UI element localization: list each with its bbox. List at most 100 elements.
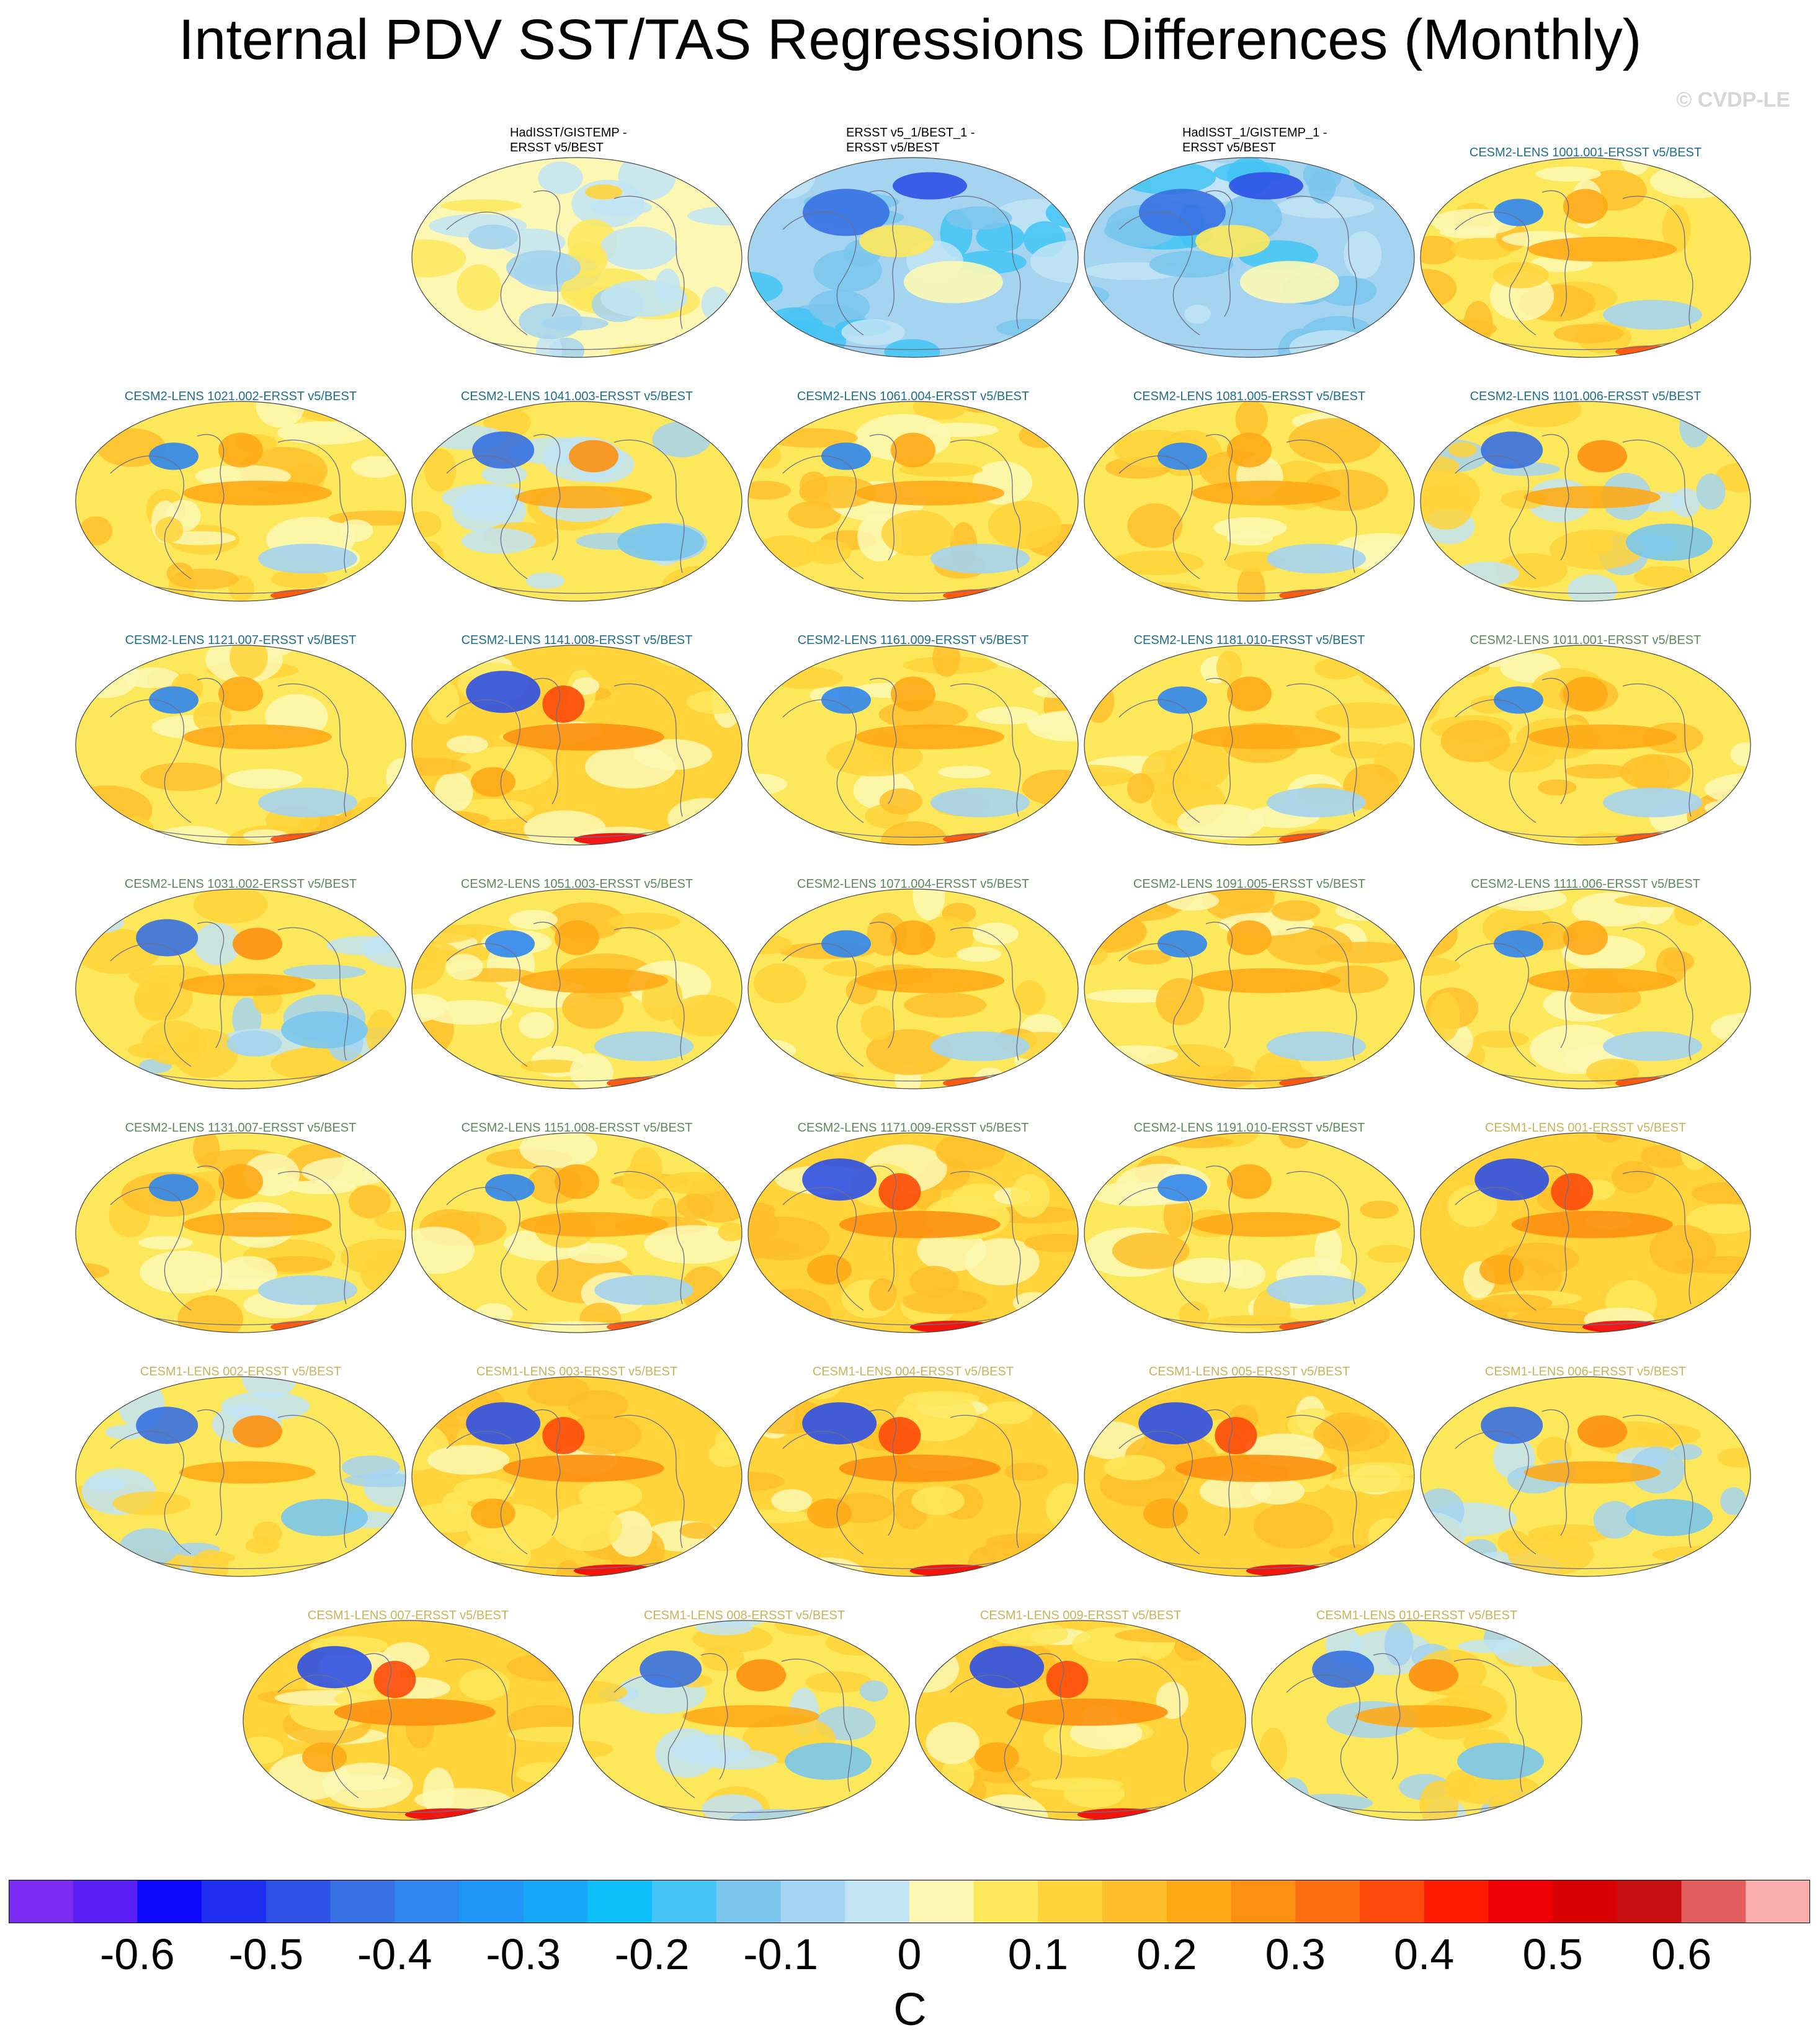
panel-label: CESM2-LENS 1121.007-ERSST v5/BEST <box>73 633 408 648</box>
map-image <box>411 401 743 602</box>
panel-label-line: CESM2-LENS 1011.001-ERSST v5/BEST <box>1470 633 1702 647</box>
colorbar-swatch <box>1038 1880 1103 1923</box>
map-image <box>75 1376 406 1577</box>
colorbar-tick-label: 0 <box>897 1930 922 1978</box>
colorbar-swatch <box>202 1880 267 1923</box>
panel-label: CESM2-LENS 1101.006-ERSST v5/BEST <box>1418 389 1753 404</box>
colorbar-swatch <box>1617 1880 1682 1923</box>
colorbar-swatch <box>1553 1880 1618 1923</box>
colorbar-swatch <box>1424 1880 1489 1923</box>
panel-label-line: ERSST v5_1/BEST_1 - <box>846 126 975 140</box>
panel-label-line: CESM2-LENS 1181.010-ERSST v5/BEST <box>1133 633 1365 647</box>
panel-label-line: CESM2-LENS 1101.006-ERSST v5/BEST <box>1470 390 1702 403</box>
map-image <box>1420 157 1751 358</box>
map-panel: CESM2-LENS 1081.005-ERSST v5/BEST <box>1082 369 1417 611</box>
map-image <box>75 888 406 1089</box>
panel-label: CESM2-LENS 1081.005-ERSST v5/BEST <box>1082 389 1417 404</box>
panel-label-line: CESM1-LENS 009-ERSST v5/BEST <box>979 1609 1182 1622</box>
map-image <box>75 1132 406 1333</box>
colorbar-tick-label: -0.3 <box>486 1930 561 1978</box>
panel-label: CESM1-LENS 007-ERSST v5/BEST <box>241 1608 576 1623</box>
map-image <box>1420 1132 1751 1333</box>
panel-label-line: CESM2-LENS 1021.002-ERSST v5/BEST <box>124 390 357 403</box>
panel-label: CESM2-LENS 1141.008-ERSST v5/BEST <box>409 633 744 648</box>
panel-label-line: CESM2-LENS 1171.009-ERSST v5/BEST <box>797 1121 1029 1135</box>
panel-label-line: CESM2-LENS 1061.004-ERSST v5/BEST <box>796 390 1030 403</box>
colorbar-swatch <box>1231 1880 1296 1923</box>
map-panel: CESM2-LENS 1111.006-ERSST v5/BEST <box>1418 857 1753 1099</box>
map-panel: CESM1-LENS 003-ERSST v5/BEST <box>409 1344 744 1586</box>
map-image <box>1084 1132 1415 1333</box>
watermark: © CVDP-LE <box>1676 88 1790 112</box>
map-image <box>411 888 743 1089</box>
panel-label: CESM2-LENS 1031.002-ERSST v5/BEST <box>73 877 408 892</box>
panel-label: CESM2-LENS 1181.010-ERSST v5/BEST <box>1082 633 1417 648</box>
panel-label: CESM2-LENS 1111.006-ERSST v5/BEST <box>1418 877 1753 892</box>
panel-label-line: CESM2-LENS 1151.008-ERSST v5/BEST <box>461 1121 693 1135</box>
colorbar-swatch <box>265 1880 331 1923</box>
map-panel: CESM2-LENS 1191.010-ERSST v5/BEST <box>1082 1101 1417 1343</box>
map-image <box>1420 401 1751 602</box>
panel-label-line: CESM1-LENS 005-ERSST v5/BEST <box>1148 1365 1350 1379</box>
panel-label-line: ERSST v5/BEST <box>846 141 940 154</box>
panel-label-line: CESM2-LENS 1081.005-ERSST v5/BEST <box>1133 390 1366 403</box>
panel-label-line: HadISST_1/GISTEMP_1 - <box>1182 126 1327 140</box>
panel-label: CESM2-LENS 1011.001-ERSST v5/BEST <box>1418 633 1753 648</box>
panel-label: CESM1-LENS 005-ERSST v5/BEST <box>1082 1364 1417 1379</box>
colorbar-swatch <box>1360 1880 1425 1923</box>
map-image <box>747 1376 1079 1577</box>
map-image <box>1251 1620 1582 1821</box>
panel-label: HadISST/GISTEMP - ERSST v5/BEST <box>510 125 708 155</box>
panel-label: CESM1-LENS 001-ERSST v5/BEST <box>1418 1120 1753 1135</box>
panel-label-line: CESM1-LENS 003-ERSST v5/BEST <box>476 1365 678 1379</box>
panel-label-line: CESM2-LENS 1121.007-ERSST v5/BEST <box>125 633 357 647</box>
colorbar-tick-label: -0.4 <box>357 1930 432 1978</box>
panel-label-line: CESM1-LENS 004-ERSST v5/BEST <box>812 1365 1014 1379</box>
panel-label-line: CESM1-LENS 001-ERSST v5/BEST <box>1484 1121 1687 1135</box>
map-image <box>915 1620 1246 1821</box>
panel-label: CESM1-LENS 004-ERSST v5/BEST <box>746 1364 1081 1379</box>
map-image <box>747 888 1079 1089</box>
panel-label-line: CESM2-LENS 1131.007-ERSST v5/BEST <box>125 1121 357 1135</box>
map-panel: ERSST v5_1/BEST_1 - ERSST v5/BEST <box>746 125 1081 367</box>
figure-title: Internal PDV SST/TAS Regressions Differe… <box>178 8 1642 71</box>
map-image <box>747 157 1079 358</box>
colorbar-tick-label: -0.2 <box>614 1930 690 1978</box>
map-panel: HadISST_1/GISTEMP_1 - ERSST v5/BEST <box>1082 125 1417 367</box>
map-panel: CESM2-LENS 1011.001-ERSST v5/BEST <box>1418 613 1753 855</box>
panel-label-line: CESM2-LENS 1001.001-ERSST v5/BEST <box>1469 146 1702 159</box>
colorbar-swatch <box>523 1880 589 1923</box>
map-image <box>243 1620 574 1821</box>
colorbar-tick-label: 0.6 <box>1651 1930 1712 1978</box>
panel-label: CESM2-LENS 1171.009-ERSST v5/BEST <box>746 1120 1081 1135</box>
panel-label-line: CESM1-LENS 008-ERSST v5/BEST <box>643 1609 845 1622</box>
map-panel: CESM1-LENS 007-ERSST v5/BEST <box>241 1588 576 1830</box>
map-panel: CESM1-LENS 004-ERSST v5/BEST <box>746 1344 1081 1586</box>
colorbar-tick-label: -0.5 <box>228 1930 304 1978</box>
panel-label: CESM1-LENS 008-ERSST v5/BEST <box>577 1608 912 1623</box>
colorbar-tick-label: 0.2 <box>1136 1930 1197 1978</box>
panel-label-line: CESM2-LENS 1141.008-ERSST v5/BEST <box>461 633 693 647</box>
colorbar-swatch <box>716 1880 782 1923</box>
colorbar-swatch <box>909 1880 975 1923</box>
map-panel: CESM2-LENS 1151.008-ERSST v5/BEST <box>409 1101 744 1343</box>
map-image <box>411 157 743 358</box>
map-image <box>411 1376 743 1577</box>
panel-label-line: CESM2-LENS 1161.009-ERSST v5/BEST <box>797 633 1029 647</box>
colorbar-tick-label: 0.1 <box>1007 1930 1069 1978</box>
colorbar-swatch <box>780 1880 845 1923</box>
colorbar-swatch <box>73 1880 138 1923</box>
panel-label: CESM1-LENS 003-ERSST v5/BEST <box>409 1364 744 1379</box>
panel-label: HadISST_1/GISTEMP_1 - ERSST v5/BEST <box>1182 125 1381 155</box>
map-panel: CESM2-LENS 1021.002-ERSST v5/BEST <box>73 369 408 611</box>
panel-label: CESM1-LENS 009-ERSST v5/BEST <box>913 1608 1248 1623</box>
map-panel: CESM2-LENS 1171.009-ERSST v5/BEST <box>746 1101 1081 1343</box>
map-image <box>411 1132 743 1333</box>
map-image <box>75 401 406 602</box>
colorbar-tick-label: 0.3 <box>1265 1930 1326 1978</box>
map-panel: CESM1-LENS 006-ERSST v5/BEST <box>1418 1344 1753 1586</box>
panel-label: ERSST v5_1/BEST_1 - ERSST v5/BEST <box>846 125 1045 155</box>
panel-label-line: HadISST/GISTEMP - <box>510 126 627 140</box>
map-image <box>1084 157 1415 358</box>
map-image <box>1084 1376 1415 1577</box>
